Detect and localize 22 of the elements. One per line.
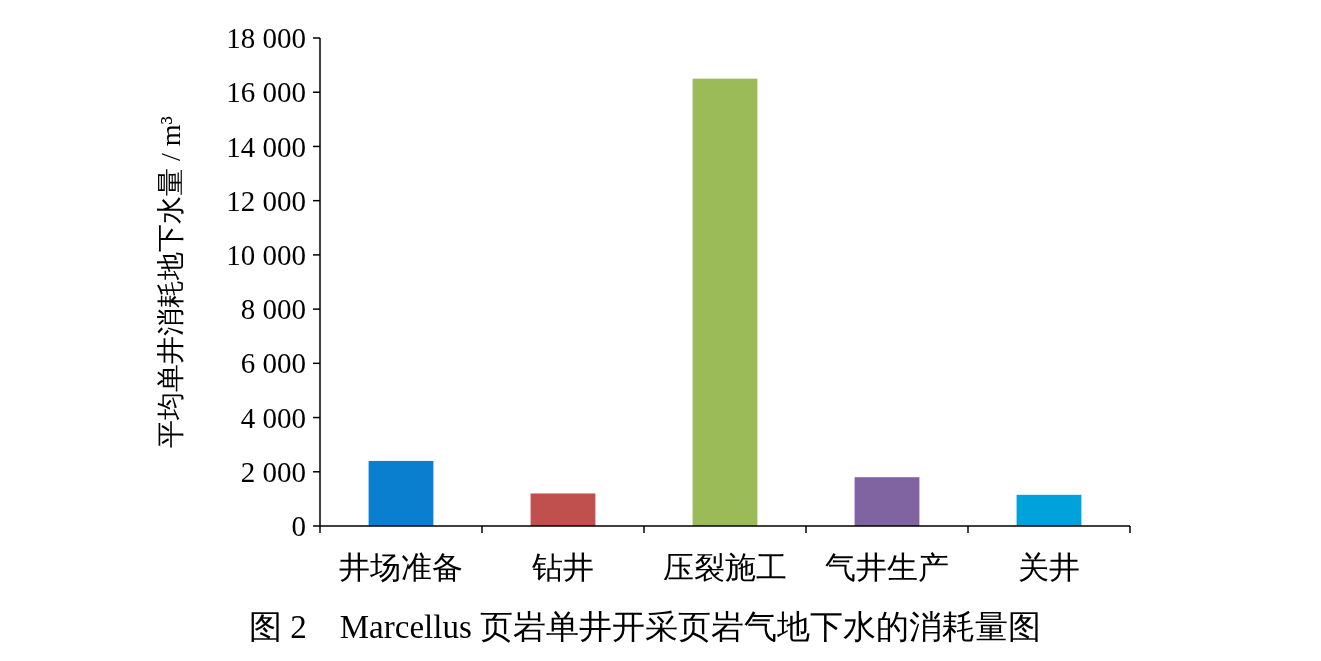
y-tick-label: 4 000 bbox=[240, 401, 306, 434]
y-tick-label: 2 000 bbox=[240, 455, 306, 488]
y-tick-label: 14 000 bbox=[226, 130, 306, 163]
y-tick-label: 18 000 bbox=[226, 22, 306, 55]
y-tick-label: 10 000 bbox=[226, 239, 306, 272]
x-tick-label: 钻井 bbox=[531, 550, 594, 585]
x-tick-label: 井场准备 bbox=[339, 550, 463, 585]
y-axis-title: 平均单井消耗地下水量 / m³ bbox=[155, 116, 186, 448]
y-tick-label: 16 000 bbox=[226, 76, 306, 109]
y-tick-label: 0 bbox=[291, 510, 306, 543]
bar bbox=[1016, 494, 1082, 526]
bar bbox=[368, 460, 434, 526]
bar bbox=[854, 477, 920, 526]
text: 图 2 Marcellus 页岩单井开采页岩气地下水的消耗量图 bbox=[249, 609, 1041, 645]
bar bbox=[530, 493, 596, 526]
x-tick-label: 气井生产 bbox=[825, 550, 949, 585]
x-tick-label: 压裂施工 bbox=[663, 550, 787, 585]
y-tick-label: 12 000 bbox=[226, 184, 306, 217]
y-tick-label: 8 000 bbox=[240, 293, 306, 326]
bar bbox=[692, 78, 758, 526]
y-tick-label: 6 000 bbox=[240, 347, 306, 380]
x-tick-label: 关井 bbox=[1018, 550, 1080, 585]
